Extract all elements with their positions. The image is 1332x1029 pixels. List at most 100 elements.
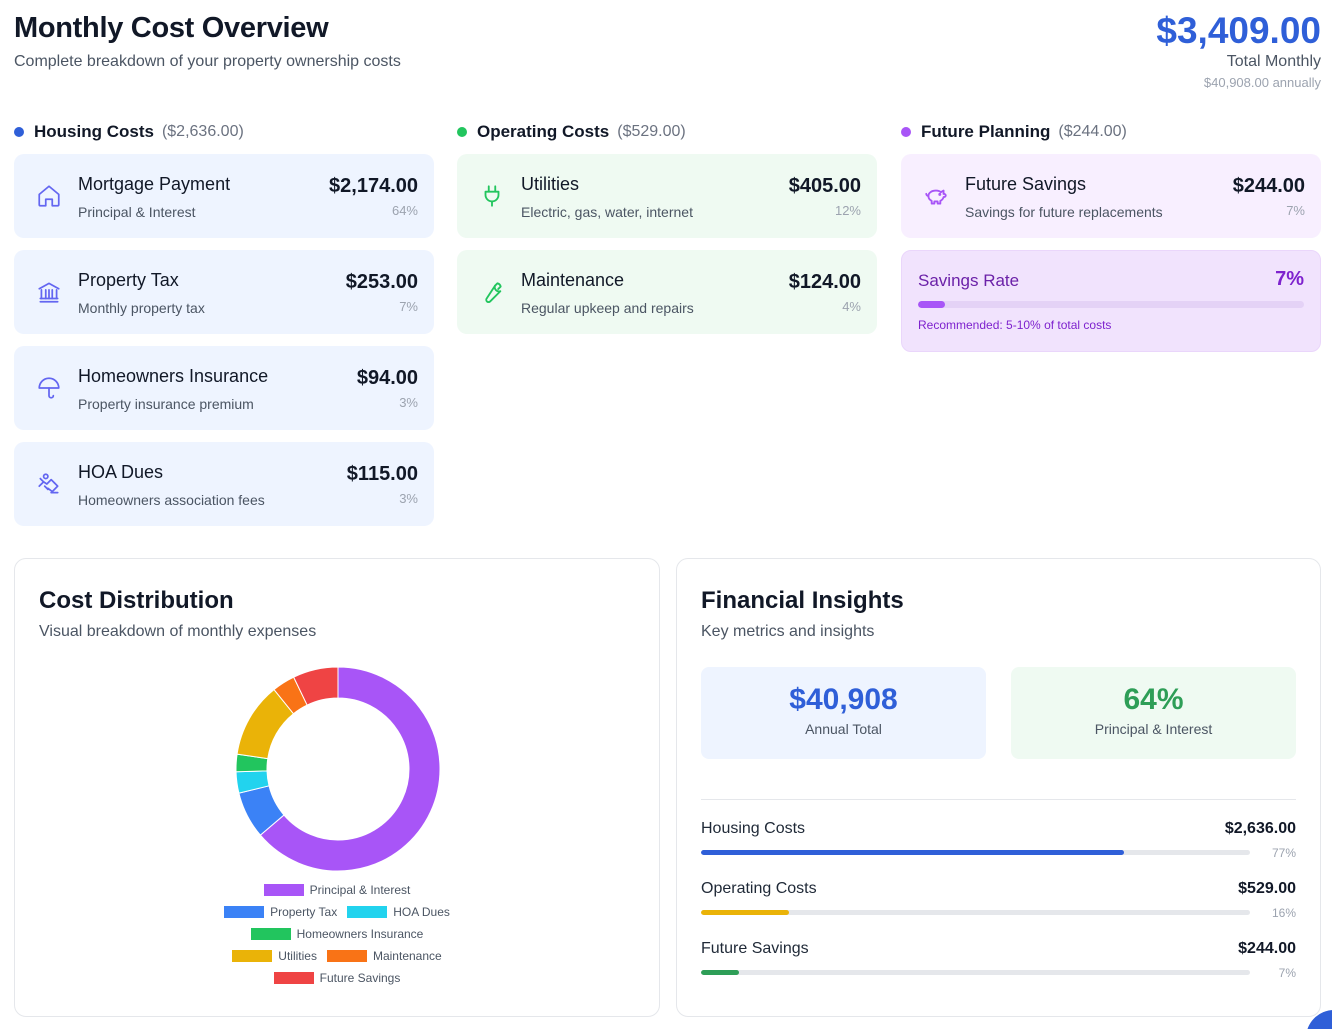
stat-label: Principal & Interest [1094, 721, 1213, 737]
legend-swatch [263, 884, 304, 896]
cost-card-maintenance[interactable]: Maintenance Regular upkeep and repairs $… [457, 250, 877, 334]
cost-amount: $244.00 [1232, 175, 1305, 197]
stat-annual-total: $40,908 Annual Total [701, 667, 986, 759]
cost-donut-chart [235, 666, 441, 872]
savings-rate-progress-track [918, 301, 1304, 308]
stat-value: $40,908 [789, 683, 898, 716]
cost-card-future-savings[interactable]: Future Savings Savings for future replac… [901, 154, 1321, 238]
cost-desc: Property insurance premium [78, 396, 254, 412]
cost-distribution-subtitle: Visual breakdown of monthly expenses [39, 623, 317, 640]
metric-progress-fill [701, 910, 789, 915]
cost-name: Homeowners Insurance [78, 366, 269, 386]
cost-percent: 12% [834, 203, 861, 218]
metric-name: Operating Costs [701, 880, 817, 897]
cost-percent: 4% [842, 299, 861, 314]
cost-percent: 3% [399, 395, 418, 410]
cost-desc: Monthly property tax [78, 300, 205, 316]
metric-name: Housing Costs [701, 820, 806, 837]
stat-principal-interest: 64% Principal & Interest [1011, 667, 1296, 759]
legend-item[interactable]: Maintenance [326, 949, 442, 963]
savings-rate-progress-fill [918, 301, 946, 308]
operating-dot-icon [457, 127, 467, 137]
cost-name: HOA Dues [78, 462, 164, 482]
legend-row: Homeowners Insurance [15, 923, 659, 945]
legend-item[interactable]: Future Savings [273, 971, 400, 985]
future-planning-header: Future Planning ($244.00) [901, 120, 1321, 144]
housing-costs-title: Housing Costs [34, 122, 154, 141]
cost-card-insurance[interactable]: Homeowners Insurance Property insurance … [14, 346, 434, 430]
legend-row: Utilities Maintenance [15, 945, 659, 967]
legend-row: Future Savings [15, 967, 659, 989]
metric-progress-track [701, 910, 1250, 915]
legend-item[interactable]: Utilities [232, 949, 317, 963]
legend-row: Principal & Interest [15, 879, 659, 901]
cost-desc: Regular upkeep and repairs [521, 300, 694, 316]
cost-amount: $115.00 [346, 463, 418, 485]
housing-dot-icon [14, 127, 24, 137]
donut-slice-principal-interest[interactable] [259, 666, 441, 872]
metric-operating-costs: Operating Costs $529.00 16% [701, 880, 1296, 936]
total-annual-amount: $40,908.00 annually [1203, 75, 1321, 90]
bank-icon [38, 282, 60, 303]
cost-amount: $124.00 [788, 271, 861, 293]
metric-future-savings: Future Savings $244.00 7% [701, 940, 1296, 996]
future-planning-total: ($244.00) [1058, 123, 1127, 140]
metric-percent: 77% [1271, 846, 1296, 860]
operating-costs-column: Operating Costs ($529.00) Utilities Elec… [457, 120, 877, 346]
legend-item[interactable]: Homeowners Insurance [250, 927, 424, 941]
housing-costs-header: Housing Costs ($2,636.00) [14, 120, 434, 144]
legend-label: Homeowners Insurance [296, 927, 424, 941]
cost-card-utilities[interactable]: Utilities Electric, gas, water, internet… [457, 154, 877, 238]
cost-amount: $253.00 [345, 271, 418, 293]
legend-item[interactable]: Property Tax [224, 905, 337, 919]
total-summary: $3,409.00 Total Monthly $40,908.00 annua… [1156, 10, 1321, 91]
legend-item[interactable]: HOA Dues [347, 905, 450, 919]
cost-card-property-tax[interactable]: Property Tax Monthly property tax $253.0… [14, 250, 434, 334]
legend-label: Principal & Interest [309, 883, 411, 897]
metric-progress-fill [701, 850, 1124, 855]
home-icon [38, 185, 60, 207]
cost-name: Utilities [521, 174, 580, 194]
savings-rate-card: Savings Rate 7% Recommended: 5-10% of to… [901, 250, 1321, 352]
cost-desc: Principal & Interest [78, 204, 196, 220]
metric-progress-track [701, 850, 1250, 855]
total-monthly-amount: $3,409.00 [1156, 10, 1321, 51]
savings-rate-label: Savings Rate [918, 271, 1020, 290]
savings-rate-value: 7% [1275, 268, 1304, 290]
legend-swatch [326, 950, 367, 962]
page-subtitle: Complete breakdown of your property owne… [14, 53, 401, 70]
cost-amount: $405.00 [788, 175, 861, 197]
metric-progress-track [701, 970, 1250, 975]
metric-amount: $2,636.00 [1224, 820, 1296, 837]
wrench-icon [485, 282, 502, 303]
cost-percent: 7% [399, 299, 418, 314]
cost-percent: 3% [399, 491, 418, 506]
legend-label: Property Tax [270, 905, 338, 919]
metric-name: Future Savings [701, 940, 809, 957]
legend-label: Utilities [278, 949, 317, 963]
cost-name: Future Savings [965, 174, 1087, 194]
cost-distribution-panel: Cost Distribution Visual breakdown of mo… [14, 558, 660, 1017]
legend-item[interactable]: Principal & Interest [263, 883, 411, 897]
donut-slice-future-savings[interactable] [292, 666, 339, 706]
savings-rate-note: Recommended: 5-10% of total costs [918, 318, 1112, 332]
future-planning-column: Future Planning ($244.00) Future Savings… [901, 120, 1321, 352]
cost-card-hoa[interactable]: HOA Dues Homeowners association fees $11… [14, 442, 434, 526]
operating-costs-header: Operating Costs ($529.00) [457, 120, 877, 144]
housing-costs-total: ($2,636.00) [161, 123, 244, 140]
future-dot-icon [901, 127, 911, 137]
legend-swatch [224, 906, 265, 918]
financial-insights-panel: Financial Insights Key metrics and insig… [676, 558, 1321, 1017]
operating-costs-title: Operating Costs [477, 122, 610, 141]
future-planning-title: Future Planning [921, 122, 1051, 141]
legend-swatch [250, 928, 291, 940]
cost-card-mortgage[interactable]: Mortgage Payment Principal & Interest $2… [14, 154, 434, 238]
cost-desc: Homeowners association fees [78, 492, 265, 508]
cost-distribution-title: Cost Distribution [39, 587, 234, 614]
cost-amount: $2,174.00 [329, 175, 418, 197]
total-monthly-label: Total Monthly [1226, 53, 1321, 70]
cost-name: Mortgage Payment [78, 174, 231, 194]
cost-percent: 64% [391, 203, 418, 218]
legend-swatch [273, 972, 314, 984]
piggy-bank-icon [925, 189, 947, 205]
